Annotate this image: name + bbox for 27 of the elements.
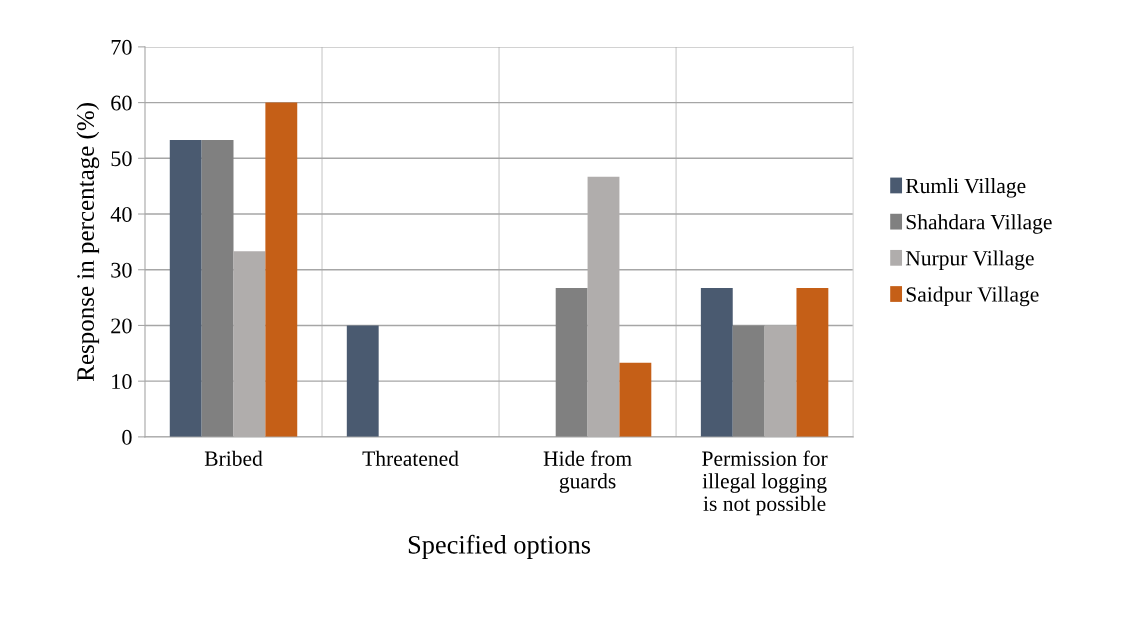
bar (619, 362, 652, 437)
x-axis-title: Specified options (408, 534, 591, 560)
bar (265, 102, 298, 437)
y-tick-label: 50 (111, 151, 132, 167)
legend-label: Rumli Village (905, 178, 1026, 198)
y-tick-label: 60 (111, 95, 132, 111)
y-tick-label: 20 (111, 318, 132, 334)
y-tick-label: 10 (112, 374, 132, 390)
legend-label: Nurpur Village (905, 250, 1034, 270)
x-tick-label: Threatened (362, 450, 459, 466)
y-tick-label: 70 (111, 39, 132, 55)
x-tick-label: Hide from guards (543, 450, 632, 493)
y-tick-label: 40 (110, 206, 132, 222)
legend-label: Shahdara Village (906, 214, 1052, 234)
y-tick-label: 0 (122, 429, 132, 445)
bar (169, 139, 202, 437)
bar (346, 325, 379, 437)
bar (555, 288, 588, 437)
bar (700, 288, 733, 437)
y-tick-label: 30 (111, 262, 132, 278)
x-tick-label: Permission for illegal logging is not possible (702, 450, 828, 516)
bar (201, 139, 234, 437)
legend-label: Saidpur Village (906, 286, 1039, 307)
x-tick-label: Bribed (204, 450, 263, 466)
bar (796, 288, 829, 437)
y-axis-title: Response in percentage (%) (76, 103, 100, 382)
bar (732, 325, 765, 437)
